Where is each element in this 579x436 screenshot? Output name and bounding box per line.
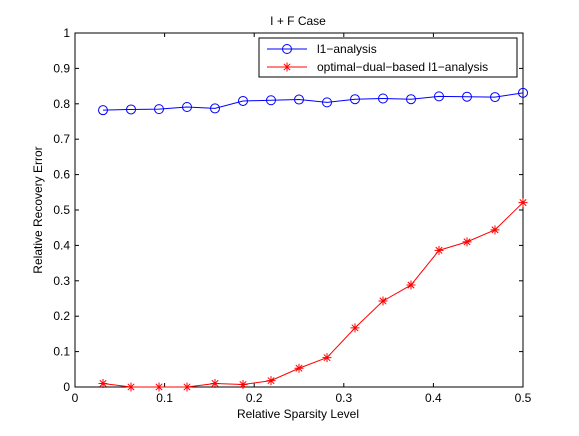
series-2-point [126, 382, 136, 392]
series-line-2 [102, 202, 524, 388]
y-tick-label: 1 [63, 26, 70, 40]
series-1-point [462, 91, 472, 102]
series-1-point [294, 94, 304, 105]
x-tick-label: 0.5 [515, 391, 532, 405]
series-1-point [182, 101, 192, 112]
y-tick-label: 0.4 [53, 238, 70, 252]
series-1-point [238, 95, 248, 106]
series-1-point [518, 87, 528, 98]
x-tick-label: 0.2 [246, 391, 263, 405]
series-2-point [238, 380, 248, 390]
series-2-point [434, 245, 444, 255]
series-2-point [210, 378, 220, 388]
x-tick-label: 0.1 [156, 391, 173, 405]
series-2-point [462, 237, 472, 247]
series-2-point [350, 323, 360, 333]
y-tick-label: 0.3 [53, 274, 70, 288]
x-tick-label: 0.3 [335, 391, 352, 405]
series-2-point [98, 378, 108, 388]
legend-box [258, 37, 518, 78]
legend-label: optimal−dual−based l1−analysis [317, 60, 488, 74]
series-1-point [434, 91, 444, 102]
chart-title: I + F Case [270, 14, 326, 28]
series-1-point [98, 105, 108, 116]
series-line-1 [102, 92, 524, 111]
y-tick-label: 0 [63, 380, 70, 394]
y-axis-label: Relative Recovery Error [31, 146, 45, 273]
series-1-point [350, 94, 360, 105]
series-1-point [322, 97, 332, 108]
series-2-point [154, 382, 164, 392]
series-2-point [378, 296, 388, 306]
x-tick-label: 0 [72, 391, 79, 405]
series-1-point [126, 104, 136, 115]
y-tick-label: 0.8 [53, 97, 70, 111]
y-tick-label: 0.1 [53, 345, 70, 359]
series-2-point [294, 363, 304, 373]
series-2-point [518, 198, 528, 208]
y-tick-label: 0.2 [53, 309, 70, 323]
legend-marker [282, 62, 292, 72]
y-tick-label: 0.6 [53, 168, 70, 182]
series-1-point [210, 103, 220, 114]
y-tick-label: 0.7 [53, 132, 70, 146]
series-2-point [322, 353, 332, 363]
x-axis-label: Relative Sparsity Level [237, 407, 359, 421]
series-2-point [182, 382, 192, 392]
x-tick-label: 0.4 [425, 391, 442, 405]
series-2-point [266, 376, 276, 386]
y-tick-label: 0.5 [53, 203, 70, 217]
legend-marker [282, 44, 292, 54]
series-1-point [490, 92, 500, 103]
series-1-point [266, 95, 276, 106]
series-2-point [406, 280, 416, 290]
y-tick-label: 0.9 [53, 61, 70, 75]
series-2-point [490, 225, 500, 235]
series-1-point [154, 104, 164, 115]
plot-area: 0 0.1 0.2 0.3 0.4 0.5 0 0.1 0.2 0.3 0.4 0.5 0.6 0.7 0.… [53, 26, 531, 405]
series-1-point [378, 93, 388, 104]
legend-label: l1−analysis [317, 42, 377, 56]
series-1-point [406, 94, 416, 105]
